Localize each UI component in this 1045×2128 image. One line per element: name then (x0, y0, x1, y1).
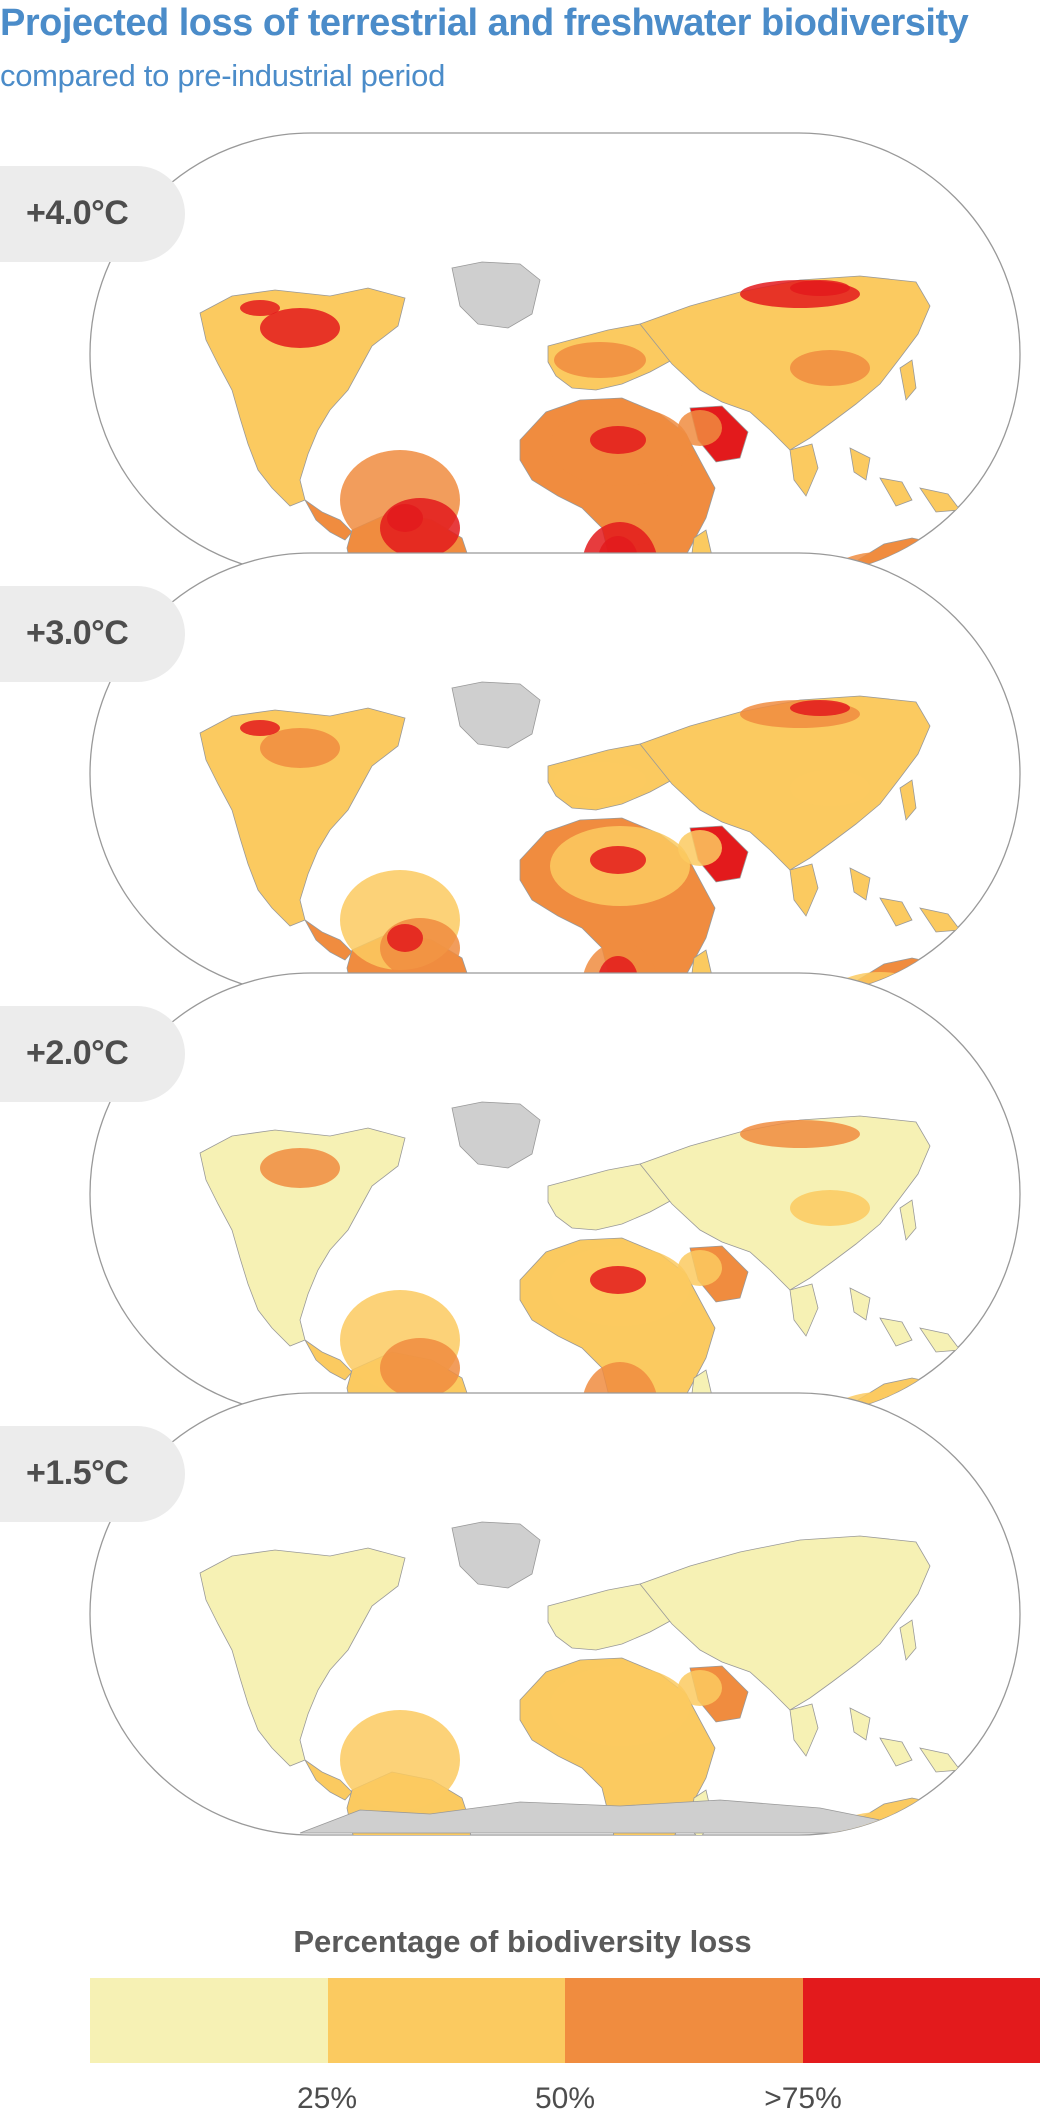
continent-north-america (199, 287, 406, 507)
continent-india (789, 863, 819, 917)
continent-europe (547, 1163, 673, 1231)
warming-level-tab: +3.0°C (0, 586, 185, 682)
world-map (89, 1392, 1021, 1836)
loss-hotspot (550, 1666, 690, 1746)
continent-japan (899, 1199, 917, 1241)
continent-japan (899, 1619, 917, 1661)
loss-hotspot (380, 1338, 460, 1398)
continent-north-america (199, 1547, 406, 1767)
loss-hotspot (387, 504, 423, 532)
warming-level-label: +4.0°C (26, 194, 129, 232)
loss-hotspot (260, 1148, 340, 1188)
world-map (89, 132, 1021, 576)
continent-greenland (451, 681, 541, 749)
legend-swatch-3 (565, 1978, 803, 2063)
legend-title: Percentage of biodiversity loss (293, 1924, 752, 1959)
loss-hotspot (790, 1190, 870, 1226)
continent-japan (899, 779, 917, 821)
continent-north-america (199, 1127, 406, 1347)
warming-level-label: +3.0°C (26, 614, 129, 652)
loss-hotspot (590, 846, 646, 874)
loss-hotspot (340, 1710, 460, 1810)
continent-greenland (451, 1521, 541, 1589)
continent-se-asia (849, 447, 961, 513)
loss-hotspot (790, 700, 850, 716)
map-title: Projected loss of terrestrial and freshw… (0, 2, 969, 44)
world-map (89, 552, 1021, 996)
legend-tick-75: >75% (764, 2082, 842, 2115)
legend-swatch-4 (802, 1978, 1040, 2063)
loss-hotspot (554, 762, 646, 798)
loss-hotspot (678, 1670, 722, 1706)
loss-hotspot (260, 728, 340, 768)
loss-hotspot (678, 830, 722, 866)
map-panel: +1.5°C (0, 1388, 1045, 1843)
continent-india (789, 1703, 819, 1757)
continent-india (789, 1283, 819, 1337)
loss-hotspot (790, 770, 870, 806)
continent-asia (639, 1115, 931, 1291)
continent-asia (639, 695, 931, 871)
loss-hotspot (240, 720, 280, 736)
map-subtitle: compared to pre-industrial period (0, 58, 446, 93)
legend-tick-50: 50% (534, 2082, 596, 2115)
map-panel: +4.0°C (0, 128, 1045, 583)
loss-hotspot (790, 350, 870, 386)
warming-level-tab: +2.0°C (0, 1006, 185, 1102)
warming-level-label: +2.0°C (26, 1034, 129, 1072)
loss-hotspot (678, 1250, 722, 1286)
legend-tick-25: 25% (296, 2082, 358, 2115)
continent-europe (547, 1583, 673, 1651)
loss-hotspot (590, 426, 646, 454)
warming-level-tab: +4.0°C (0, 166, 185, 262)
continent-central-america (304, 919, 353, 961)
warming-level-label: +1.5°C (26, 1454, 129, 1492)
loss-hotspot (260, 308, 340, 348)
loss-hotspot (740, 1120, 860, 1148)
continent-greenland (451, 1101, 541, 1169)
continent-greenland (451, 261, 541, 329)
warming-level-tab: +1.5°C (0, 1426, 185, 1522)
legend-swatch-1 (90, 1978, 328, 2063)
loss-hotspot (678, 410, 722, 446)
map-panel: +2.0°C (0, 968, 1045, 1423)
loss-hotspot (554, 342, 646, 378)
loss-hotspot (790, 280, 850, 296)
loss-hotspot (387, 924, 423, 952)
legend-color-bar (90, 1978, 1040, 2063)
continent-asia (639, 275, 931, 451)
continent-central-america (304, 1339, 353, 1381)
continent-asia (639, 1535, 931, 1711)
continent-india (789, 443, 819, 497)
continent-japan (899, 359, 917, 401)
legend-swatch-2 (327, 1978, 565, 2063)
continent-north-america (199, 707, 406, 927)
loss-hotspot (240, 300, 280, 316)
continent-central-america (304, 1759, 353, 1801)
continent-central-america (304, 499, 353, 541)
loss-hotspot (590, 1266, 646, 1294)
map-panel: +3.0°C (0, 548, 1045, 1003)
